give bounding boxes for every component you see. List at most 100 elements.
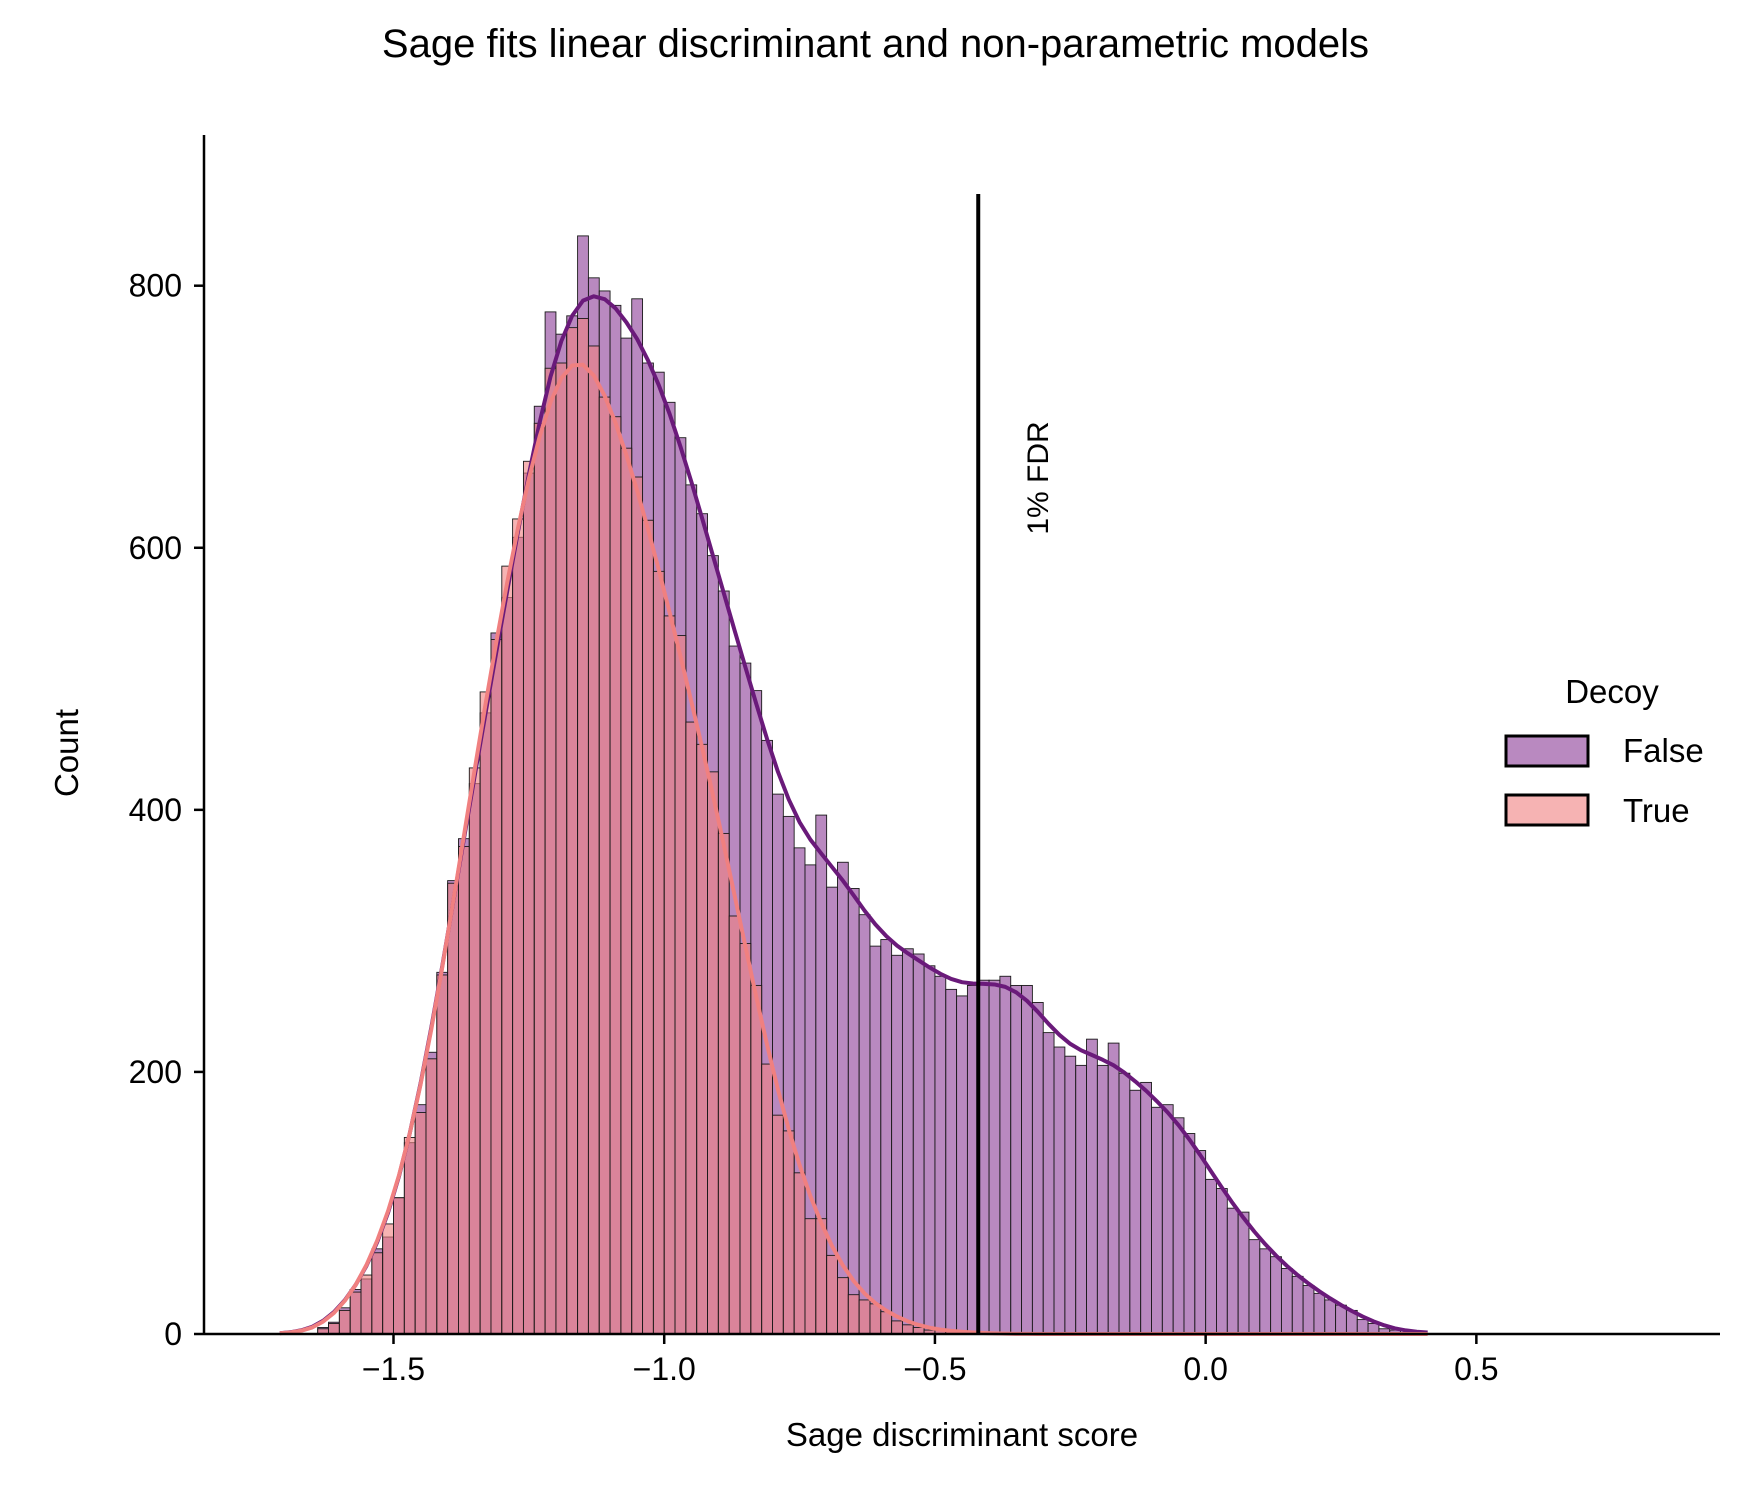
bar-false-78	[1118, 1072, 1131, 1335]
bar-true-23	[522, 460, 535, 1335]
bar-false-92	[1270, 1256, 1282, 1335]
bar-false-94	[1291, 1275, 1304, 1335]
bar-true-7	[349, 1291, 362, 1335]
bar-true-28	[577, 318, 589, 1335]
bar-true-47	[782, 1130, 795, 1335]
bar-false-80	[1140, 1081, 1152, 1335]
bar-false-82	[1161, 1104, 1174, 1335]
bar-true-11	[393, 1197, 405, 1335]
bar-true-29	[587, 345, 600, 1335]
bar-false-100	[1356, 1319, 1369, 1335]
bar-true-35	[652, 570, 665, 1335]
bar-true-5	[328, 1323, 340, 1335]
bar-true-10	[382, 1223, 394, 1335]
bar-true-9	[371, 1252, 384, 1335]
x-tick-label: −0.5	[903, 1351, 966, 1387]
bar-true-36	[663, 615, 676, 1335]
fdr-label: 1% FDR	[1022, 421, 1055, 534]
bar-false-74	[1075, 1064, 1087, 1335]
bar-false-90	[1248, 1239, 1261, 1335]
axes: −1.5 −1.0 −0.5 0.0 0.5 0 200 400 600 800	[129, 135, 1720, 1387]
bar-false-75	[1086, 1038, 1098, 1335]
bar-false-83	[1172, 1117, 1185, 1335]
bar-true-52	[837, 1277, 849, 1335]
bar-false-63	[956, 995, 968, 1335]
bar-false-70	[1031, 1002, 1044, 1335]
bar-true-48	[793, 1172, 806, 1335]
legend-label-false: False	[1623, 732, 1704, 769]
bar-false-60	[923, 965, 936, 1335]
bar-false-96	[1313, 1292, 1326, 1335]
bar-false-95	[1302, 1285, 1315, 1335]
bar-false-59	[912, 953, 925, 1335]
bar-true-18	[468, 767, 481, 1335]
bar-true-21	[501, 565, 514, 1335]
bar-false-97	[1324, 1299, 1337, 1335]
bar-false-67	[999, 975, 1012, 1335]
x-axis-label: Sage discriminant score	[786, 1416, 1138, 1453]
bar-true-31	[609, 416, 622, 1335]
y-tick-label: 600	[129, 530, 182, 566]
bar-true-55	[869, 1303, 882, 1335]
bar-true-46	[772, 1114, 784, 1335]
bar-true-26	[555, 362, 568, 1335]
bar-false-79	[1129, 1089, 1142, 1335]
bar-false-93	[1280, 1268, 1293, 1335]
bar-true-51	[826, 1254, 838, 1335]
y-tick-label: 0	[164, 1316, 182, 1352]
bar-true-22	[512, 518, 524, 1335]
bar-false-54	[858, 914, 871, 1335]
bar-false-53	[847, 888, 860, 1335]
bar-false-76	[1096, 1064, 1109, 1335]
y-tick-label: 200	[129, 1054, 182, 1090]
bar-false-85	[1194, 1150, 1207, 1335]
bar-true-34	[642, 519, 654, 1335]
legend-title: Decoy	[1565, 673, 1659, 710]
bar-true-30	[598, 396, 611, 1335]
bar-false-61	[934, 975, 947, 1335]
bar-false-81	[1151, 1106, 1163, 1335]
legend-swatch-true	[1504, 793, 1590, 827]
bar-true-54	[858, 1299, 871, 1335]
bar-true-57	[891, 1320, 903, 1335]
y-tick-label: 800	[129, 268, 182, 304]
bar-true-14	[425, 1058, 438, 1335]
bar-true-25	[544, 367, 557, 1335]
bar-false-98	[1335, 1304, 1347, 1335]
bar-false-77	[1107, 1042, 1120, 1335]
bar-true-12	[403, 1136, 416, 1335]
bar-true-41	[717, 832, 730, 1335]
bar-false-89	[1237, 1211, 1250, 1335]
y-axis-label: Count	[48, 709, 85, 797]
bar-false-66	[988, 979, 1001, 1335]
bar-true-8	[360, 1274, 373, 1335]
bar-true-50	[815, 1218, 828, 1335]
bar-true-16	[447, 882, 459, 1335]
bar-true-33	[631, 476, 644, 1335]
bar-true-19	[479, 691, 492, 1335]
bar-true-32	[620, 447, 633, 1335]
x-tick-label: 0.5	[1454, 1351, 1498, 1387]
bar-true-45	[761, 1063, 773, 1335]
bar-true-56	[880, 1311, 893, 1335]
series-true-bars	[317, 318, 990, 1335]
bar-false-56	[880, 939, 893, 1335]
bar-false-72	[1053, 1046, 1066, 1335]
legend-label-true: True	[1623, 792, 1690, 829]
bar-false-69	[1021, 984, 1033, 1335]
bar-true-42	[728, 915, 741, 1335]
bar-true-17	[458, 846, 470, 1335]
bar-false-55	[869, 945, 882, 1335]
bar-false-57	[891, 954, 903, 1335]
chart-title: Sage fits linear discriminant and non-pa…	[381, 22, 1370, 66]
bar-true-39	[696, 743, 708, 1335]
bar-true-40	[707, 771, 719, 1335]
bar-true-6	[338, 1309, 351, 1335]
legend: Decoy False True	[1504, 673, 1704, 829]
bar-false-88	[1226, 1207, 1239, 1335]
bar-false-86	[1205, 1178, 1217, 1335]
bar-false-71	[1042, 1032, 1055, 1335]
bar-false-73	[1064, 1055, 1077, 1335]
